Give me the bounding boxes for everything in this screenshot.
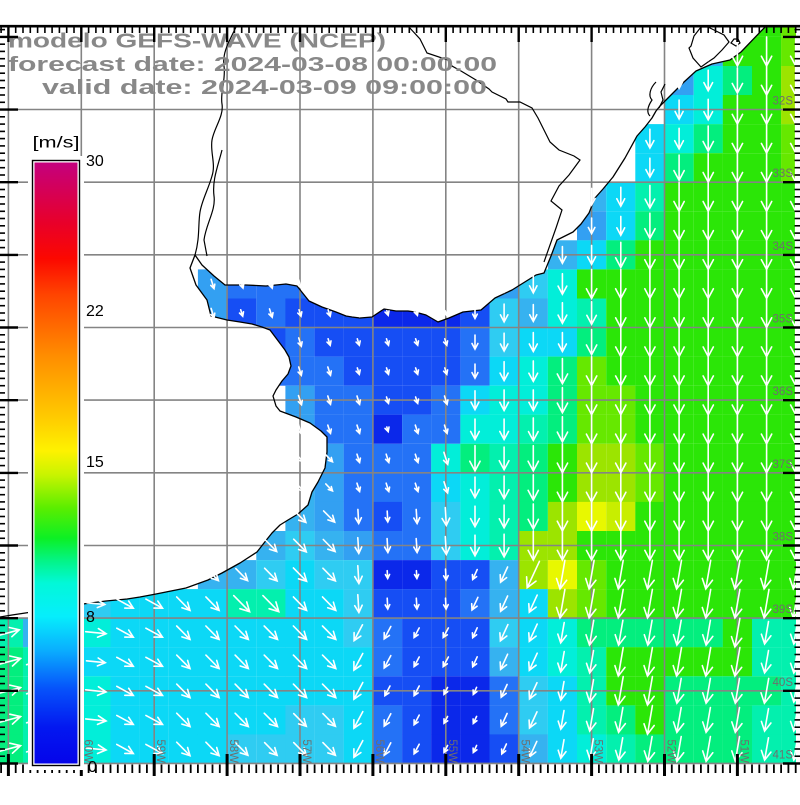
svg-text:15: 15 bbox=[86, 454, 104, 471]
svg-text:55W: 55W bbox=[446, 739, 458, 763]
svg-text:56W: 56W bbox=[373, 739, 385, 763]
svg-text:32S: 32S bbox=[773, 96, 794, 108]
svg-text:33S: 33S bbox=[773, 168, 794, 180]
svg-text:[m/s]: [m/s] bbox=[33, 135, 80, 152]
svg-text:58W: 58W bbox=[227, 739, 239, 763]
svg-text:22: 22 bbox=[86, 303, 104, 320]
svg-text:37S: 37S bbox=[773, 459, 794, 471]
svg-text:35S: 35S bbox=[773, 314, 794, 326]
svg-text:modelo GEFS-WAVE (NCEP): modelo GEFS-WAVE (NCEP) bbox=[8, 31, 386, 53]
svg-text:60W: 60W bbox=[81, 739, 93, 763]
svg-text:0: 0 bbox=[88, 759, 97, 776]
svg-text:34S: 34S bbox=[773, 241, 794, 253]
svg-text:59W: 59W bbox=[154, 739, 166, 763]
svg-text:41S: 41S bbox=[773, 749, 794, 761]
svg-text:51W: 51W bbox=[737, 739, 749, 763]
svg-text:40S: 40S bbox=[773, 677, 794, 689]
svg-text:54W: 54W bbox=[519, 739, 531, 763]
svg-text:36S: 36S bbox=[773, 386, 794, 398]
svg-text:53W: 53W bbox=[592, 739, 604, 763]
svg-text:52W: 52W bbox=[665, 739, 677, 763]
svg-text:39S: 39S bbox=[773, 604, 794, 616]
svg-text:valid date: 2024-03-09 09:00:0: valid date: 2024-03-09 09:00:00 bbox=[42, 77, 487, 99]
svg-text:38S: 38S bbox=[773, 532, 794, 544]
svg-text:8: 8 bbox=[86, 609, 95, 626]
svg-text:57W: 57W bbox=[300, 739, 312, 763]
svg-text:forecast date: 2024-03-08 00:0: forecast date: 2024-03-08 00:00:00 bbox=[8, 54, 497, 76]
svg-text:30: 30 bbox=[86, 153, 104, 170]
